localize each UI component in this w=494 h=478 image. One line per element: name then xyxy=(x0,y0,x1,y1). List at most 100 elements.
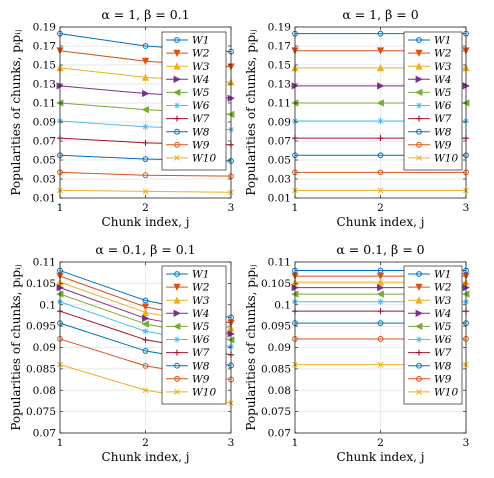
legend-marker xyxy=(415,283,423,291)
legend-marker xyxy=(415,322,423,331)
data-point xyxy=(376,272,385,281)
x-tick-label: 1 xyxy=(292,437,299,449)
data-point xyxy=(142,336,149,343)
y-tick-label: 0.085 xyxy=(26,363,56,375)
y-tick-label: 0.17 xyxy=(268,41,291,53)
y-tick-label: 0.03 xyxy=(33,174,56,186)
y-tick-label: 0.095 xyxy=(26,321,56,333)
data-point xyxy=(377,336,384,342)
legend-box xyxy=(161,31,227,171)
y-tick-label: 0.11 xyxy=(268,98,291,110)
legend-entry: W7 xyxy=(192,347,210,359)
data-point xyxy=(377,82,385,90)
legend-marker xyxy=(415,75,423,83)
y-tick-label: 0.11 xyxy=(268,257,291,269)
x-tick-label: 3 xyxy=(463,202,470,214)
legend-marker xyxy=(416,128,422,135)
y-tick-label: 0.03 xyxy=(268,174,291,186)
data-point xyxy=(141,320,149,328)
legend-marker xyxy=(416,37,422,43)
data-point xyxy=(142,387,149,394)
legend-marker xyxy=(416,375,422,382)
y-tick-label: 0.13 xyxy=(268,79,291,91)
legend-entry: W3 xyxy=(192,61,210,73)
data-point xyxy=(377,308,384,315)
legend-entry: W4 xyxy=(434,74,451,86)
data-point xyxy=(142,297,149,304)
legend-marker xyxy=(416,389,422,395)
legend-marker xyxy=(416,336,422,343)
legend-marker xyxy=(174,141,180,148)
x-axis-label: Chunk index, j xyxy=(337,450,425,464)
legend-entry: W2 xyxy=(192,48,210,60)
data-point xyxy=(142,123,149,130)
y-tick-label: 0.07 xyxy=(33,428,56,440)
legend-marker xyxy=(174,389,180,395)
legend-marker xyxy=(415,62,423,70)
legend-marker xyxy=(416,362,422,369)
y-tick-label: 0.105 xyxy=(26,278,56,290)
chart-title: α = 0.1, β = 0 xyxy=(336,242,424,257)
legend-entry: W4 xyxy=(192,74,209,86)
legend-marker xyxy=(174,336,180,343)
y-axis-label: Popularities of chunks, pᵢpᵢⱼ xyxy=(9,29,23,195)
chart-title: α = 1, β = 0 xyxy=(342,7,418,22)
chart-panel-4: 0.07 0.075 0.08 0.085 0.09 0.095 0.1 0.105 0.11 1… xyxy=(244,242,470,464)
legend-entry: W6 xyxy=(434,100,452,112)
legend-entry: W9 xyxy=(192,373,210,385)
y-tick-label: 0.05 xyxy=(33,155,56,167)
legend-entry: W10 xyxy=(192,387,216,399)
y-tick-label: 0.01 xyxy=(33,193,56,205)
data-point xyxy=(376,290,384,298)
y-tick-label: 0.07 xyxy=(268,136,291,148)
y-tick-label: 0.09 xyxy=(33,117,56,129)
legend-marker xyxy=(173,322,181,331)
y-tick-label: 0.11 xyxy=(33,98,56,110)
y-tick-label: 0.05 xyxy=(268,155,291,167)
legend-entry: W10 xyxy=(192,153,216,165)
legend-entry: W5 xyxy=(192,321,210,333)
data-point xyxy=(377,135,384,142)
legend-marker xyxy=(174,349,180,356)
chart-panel-2: 0.01 0.03 0.05 0.07 0.09 0.11 0.13 0.15 0.17 0.19… xyxy=(244,7,470,229)
y-tick-label: 0.1 xyxy=(274,299,291,311)
data-point xyxy=(377,298,384,305)
x-tick-label: 1 xyxy=(57,202,64,214)
chart-title: α = 1, β = 0.1 xyxy=(101,7,189,22)
data-point xyxy=(377,152,384,159)
data-point xyxy=(142,348,149,354)
data-point xyxy=(142,328,149,335)
data-point xyxy=(142,188,149,195)
x-tick-label: 3 xyxy=(228,437,235,449)
legend-marker xyxy=(173,309,181,317)
x-tick-label: 2 xyxy=(377,202,384,214)
chart-panel-3: 0.07 0.075 0.08 0.085 0.09 0.095 0.1 0.105 0.11 1… xyxy=(9,242,235,464)
x-tick-label: 2 xyxy=(142,202,149,214)
legend-entry: W5 xyxy=(192,87,210,99)
legend-entry: W8 xyxy=(434,360,452,372)
legend-marker xyxy=(415,296,423,304)
legend-entry: W6 xyxy=(434,334,452,346)
x-tick-label: 3 xyxy=(463,437,470,449)
legend-marker xyxy=(416,141,422,148)
legend-marker xyxy=(174,362,180,369)
legend-entry: W1 xyxy=(192,35,209,47)
data-point xyxy=(142,89,150,98)
legend-marker xyxy=(416,349,422,356)
y-tick-label: 0.09 xyxy=(33,342,56,354)
y-tick-label: 0.1 xyxy=(39,299,56,311)
legend-entry: W9 xyxy=(434,139,452,151)
legend-entry: W1 xyxy=(434,269,451,281)
chart-panel-1: 0.01 0.03 0.05 0.07 0.09 0.11 0.13 0.15 0.17 0.19… xyxy=(9,7,235,229)
y-axis-label: Popularities of chunks, pᵢpᵢⱼ xyxy=(9,264,23,430)
legend-entry: W6 xyxy=(192,100,210,112)
data-point xyxy=(141,57,150,66)
legend-entry: W5 xyxy=(434,87,452,99)
y-tick-label: 0.08 xyxy=(33,385,56,397)
data-point xyxy=(142,139,149,146)
data-point xyxy=(141,303,150,311)
x-axis-label: Chunk index, j xyxy=(102,215,190,229)
y-tick-label: 0.105 xyxy=(261,278,291,290)
